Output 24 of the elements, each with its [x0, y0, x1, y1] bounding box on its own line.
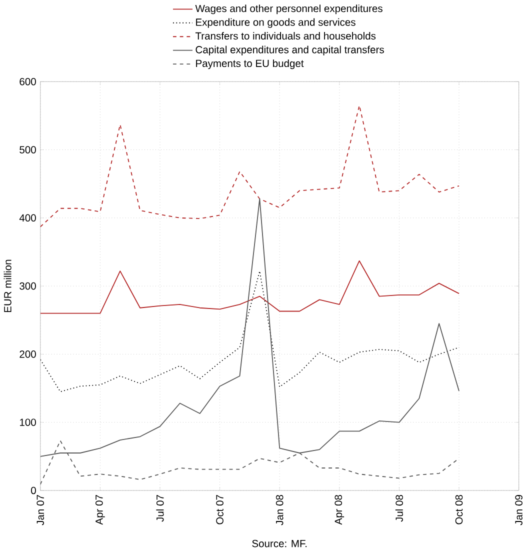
x-tick-label: Apr 08 — [334, 494, 344, 525]
legend-label: Payments to EU budget — [196, 59, 304, 70]
y-tick-label: 300 — [19, 282, 36, 290]
x-tick-label: Oct 08 — [455, 494, 463, 524]
line-series — [40, 105, 460, 228]
x-tick-label: Jan 09 — [515, 495, 522, 526]
x-tick-label: Jan 07 — [36, 495, 44, 526]
x-tick-label: Jul 07 — [156, 495, 164, 522]
y-tick-label: 100 — [20, 418, 36, 426]
legend-label: Capital expenditures and capital transfers — [196, 46, 384, 56]
y-tick-label: 0 — [30, 486, 36, 494]
source-note: Source: MF. — [252, 540, 306, 548]
y-tick-label: 200 — [20, 350, 36, 358]
y-tick-label: 600 — [20, 78, 36, 86]
legend-label: Transfers to individuals and households — [195, 32, 376, 40]
x-tick-label: Jan 08 — [276, 494, 284, 526]
y-tick-label: 400 — [19, 214, 36, 222]
y-tick-label: 500 — [19, 146, 36, 154]
x-tick-label: Jul 08 — [395, 494, 403, 522]
y-axis-title: EUR million — [4, 260, 12, 312]
legend-label: Wages and other personnel expenditures — [195, 4, 382, 14]
legend-label: Expenditure on goods and services — [196, 18, 356, 28]
x-tick-label: Oct 07 — [216, 495, 224, 524]
x-tick-label: Apr 07 — [95, 495, 105, 525]
